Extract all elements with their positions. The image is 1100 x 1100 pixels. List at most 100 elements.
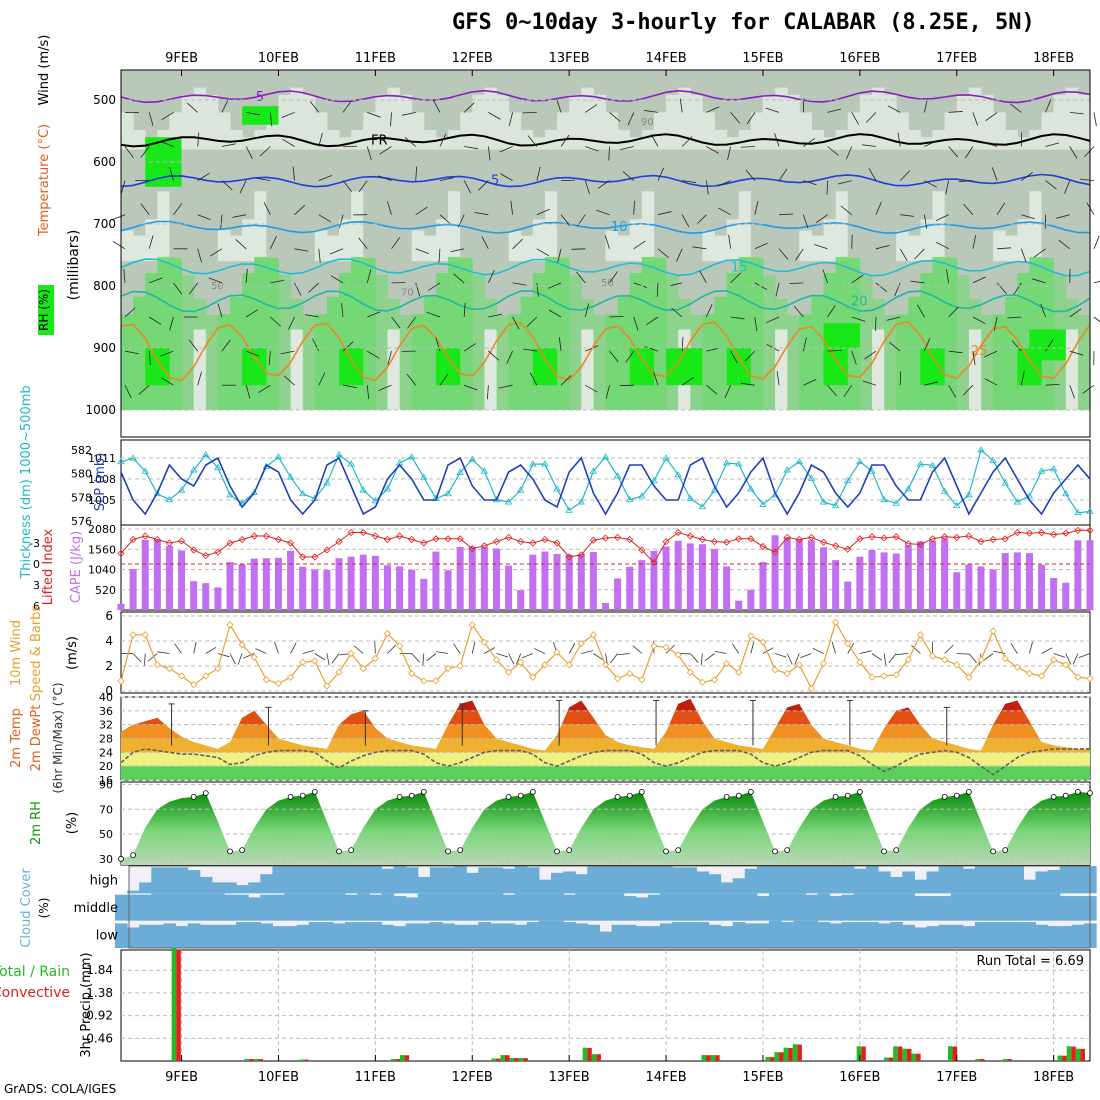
rh-cell bbox=[678, 87, 691, 150]
rh-cell bbox=[750, 167, 764, 262]
cape-bar bbox=[638, 560, 646, 610]
thickness-point bbox=[565, 506, 573, 513]
precip-total-bar bbox=[1057, 1055, 1063, 1061]
wind-barb bbox=[609, 350, 619, 363]
wind-barb bbox=[795, 248, 804, 261]
rh-cell bbox=[605, 230, 619, 262]
wind10m-point bbox=[771, 666, 779, 674]
rh-cell bbox=[484, 329, 497, 410]
wind-barb bbox=[851, 274, 864, 284]
rh-cell bbox=[326, 296, 340, 410]
wind10m-barb bbox=[568, 642, 576, 654]
cloud-cell-middle bbox=[550, 893, 564, 921]
wind-barb bbox=[625, 350, 635, 363]
rh2m-point bbox=[227, 848, 233, 855]
cloud-cell-low bbox=[660, 923, 673, 948]
li-point bbox=[311, 553, 319, 561]
thickness-point bbox=[517, 486, 525, 493]
rh-contour-label: 70 bbox=[401, 287, 414, 298]
wind-barb bbox=[727, 146, 732, 161]
wind-barb bbox=[560, 134, 570, 147]
rh-cell bbox=[738, 191, 752, 262]
wind10m-barb bbox=[436, 651, 449, 654]
wind-barb bbox=[512, 282, 527, 286]
wind-barb bbox=[717, 180, 731, 187]
cloud-cell-low bbox=[211, 924, 225, 948]
rh-cell bbox=[508, 112, 522, 150]
wind-barb bbox=[840, 205, 853, 216]
wind10m-point bbox=[287, 673, 295, 681]
thickness-point bbox=[783, 466, 791, 473]
rh-cell bbox=[339, 348, 352, 386]
wind-barb bbox=[232, 214, 247, 218]
rh2m-point bbox=[517, 792, 524, 799]
cloud-cell-low bbox=[139, 924, 152, 948]
cloud-cell-low bbox=[817, 922, 831, 948]
rh-contour-label: 50 bbox=[211, 281, 224, 292]
cape-bar bbox=[820, 547, 828, 610]
wind-barb bbox=[1080, 178, 1095, 181]
wind-barb bbox=[246, 112, 260, 116]
thickness-point bbox=[1086, 507, 1094, 514]
wind-barb bbox=[827, 384, 837, 397]
rh-cell bbox=[787, 207, 800, 262]
rh-cell bbox=[980, 207, 994, 262]
rh-cell bbox=[314, 230, 328, 262]
wind-barb bbox=[367, 350, 380, 359]
cape-bar bbox=[456, 546, 464, 610]
cloud-cell-middle bbox=[817, 893, 831, 921]
cloud-cell-middle bbox=[381, 893, 395, 921]
thickness-tick-label: 576 bbox=[71, 515, 92, 528]
wind-barb bbox=[1069, 112, 1084, 115]
cloud-cell-high bbox=[526, 867, 540, 894]
li-point bbox=[965, 532, 973, 540]
rh-cell bbox=[557, 112, 570, 150]
cloud-cell-low bbox=[914, 927, 928, 948]
rh2m-point bbox=[408, 792, 415, 799]
rh-cell bbox=[884, 207, 897, 262]
wind-barb bbox=[149, 316, 162, 325]
temp-band bbox=[121, 724, 1090, 739]
rh-cell bbox=[1029, 191, 1043, 262]
rh-cell bbox=[423, 129, 437, 150]
cloud-cell-low bbox=[526, 922, 540, 948]
li-point bbox=[1037, 528, 1046, 537]
wind-barb bbox=[681, 136, 693, 147]
cape-bar bbox=[614, 578, 622, 610]
li-point bbox=[589, 536, 597, 544]
li-tick-label: 3 bbox=[33, 579, 40, 592]
wind-barb bbox=[536, 248, 550, 257]
wind-barb bbox=[439, 373, 449, 386]
wind-barb bbox=[900, 214, 915, 217]
thickness-tick-label: 582 bbox=[71, 444, 92, 457]
cloud-cell-middle bbox=[514, 893, 528, 921]
cloud-cell-middle bbox=[623, 896, 637, 921]
cloud-cell-middle bbox=[187, 893, 201, 921]
wind-barb bbox=[1045, 180, 1057, 190]
li-point bbox=[565, 553, 573, 561]
rh-cell bbox=[496, 207, 510, 262]
cape-bar bbox=[371, 555, 379, 610]
wind10m-point bbox=[832, 618, 840, 626]
pressure-tick-label: 500 bbox=[93, 93, 116, 107]
li-point bbox=[117, 549, 125, 558]
wind-barb bbox=[657, 211, 672, 216]
cloud-cell-middle bbox=[478, 893, 492, 921]
precip-convective-bar bbox=[404, 1055, 410, 1061]
cloud-cell-high bbox=[914, 879, 928, 894]
thickness-point bbox=[904, 485, 913, 492]
wind-barb bbox=[280, 350, 295, 355]
bottom-day-label: 11FEB bbox=[355, 1070, 396, 1085]
wind-barb bbox=[889, 341, 901, 352]
rh-contour-label: 50 bbox=[601, 278, 614, 289]
wind10m-barb bbox=[1041, 647, 1053, 654]
cloud-cell-low bbox=[393, 926, 407, 948]
wind-barb bbox=[487, 146, 491, 161]
cloud-cell-middle bbox=[175, 893, 189, 921]
rh-cell bbox=[230, 296, 243, 410]
cloud-cell-low bbox=[381, 924, 395, 948]
temperature-contour-25 bbox=[120, 320, 1091, 382]
wind-barb bbox=[407, 316, 417, 329]
wind10m-barb bbox=[314, 653, 326, 661]
thickness-point bbox=[214, 463, 222, 471]
